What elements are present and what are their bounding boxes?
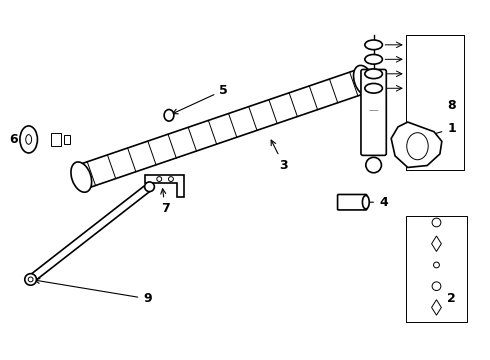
Text: 6: 6 (20, 133, 29, 146)
Text: 9: 9 (35, 278, 152, 305)
FancyBboxPatch shape (361, 69, 386, 156)
Ellipse shape (432, 218, 441, 227)
Ellipse shape (71, 162, 92, 192)
Ellipse shape (365, 84, 382, 93)
Ellipse shape (432, 282, 441, 291)
Ellipse shape (365, 40, 382, 50)
Text: 5: 5 (172, 84, 228, 114)
Ellipse shape (366, 157, 381, 173)
Ellipse shape (363, 195, 369, 209)
Text: 3: 3 (271, 140, 288, 172)
Ellipse shape (434, 262, 440, 268)
Ellipse shape (25, 274, 36, 285)
Ellipse shape (20, 126, 37, 153)
Polygon shape (391, 122, 442, 167)
Ellipse shape (407, 133, 428, 160)
Bar (51, 133, 61, 146)
Ellipse shape (164, 109, 174, 121)
Text: 7: 7 (161, 189, 170, 216)
Text: 6: 6 (9, 133, 17, 146)
Text: 2: 2 (447, 292, 456, 305)
Polygon shape (77, 69, 368, 189)
Text: 1: 1 (422, 122, 456, 138)
Ellipse shape (353, 66, 374, 96)
Text: 8: 8 (447, 99, 456, 112)
Ellipse shape (365, 54, 382, 64)
Ellipse shape (157, 177, 162, 181)
Text: —: — (369, 105, 378, 116)
Polygon shape (432, 236, 441, 251)
Ellipse shape (169, 177, 173, 181)
Polygon shape (432, 300, 441, 315)
Ellipse shape (26, 135, 31, 144)
FancyBboxPatch shape (338, 194, 367, 210)
Ellipse shape (28, 277, 33, 282)
Polygon shape (145, 175, 184, 197)
Ellipse shape (365, 69, 382, 78)
Text: 4: 4 (356, 196, 388, 209)
Bar (64, 135, 70, 144)
Ellipse shape (145, 182, 154, 192)
